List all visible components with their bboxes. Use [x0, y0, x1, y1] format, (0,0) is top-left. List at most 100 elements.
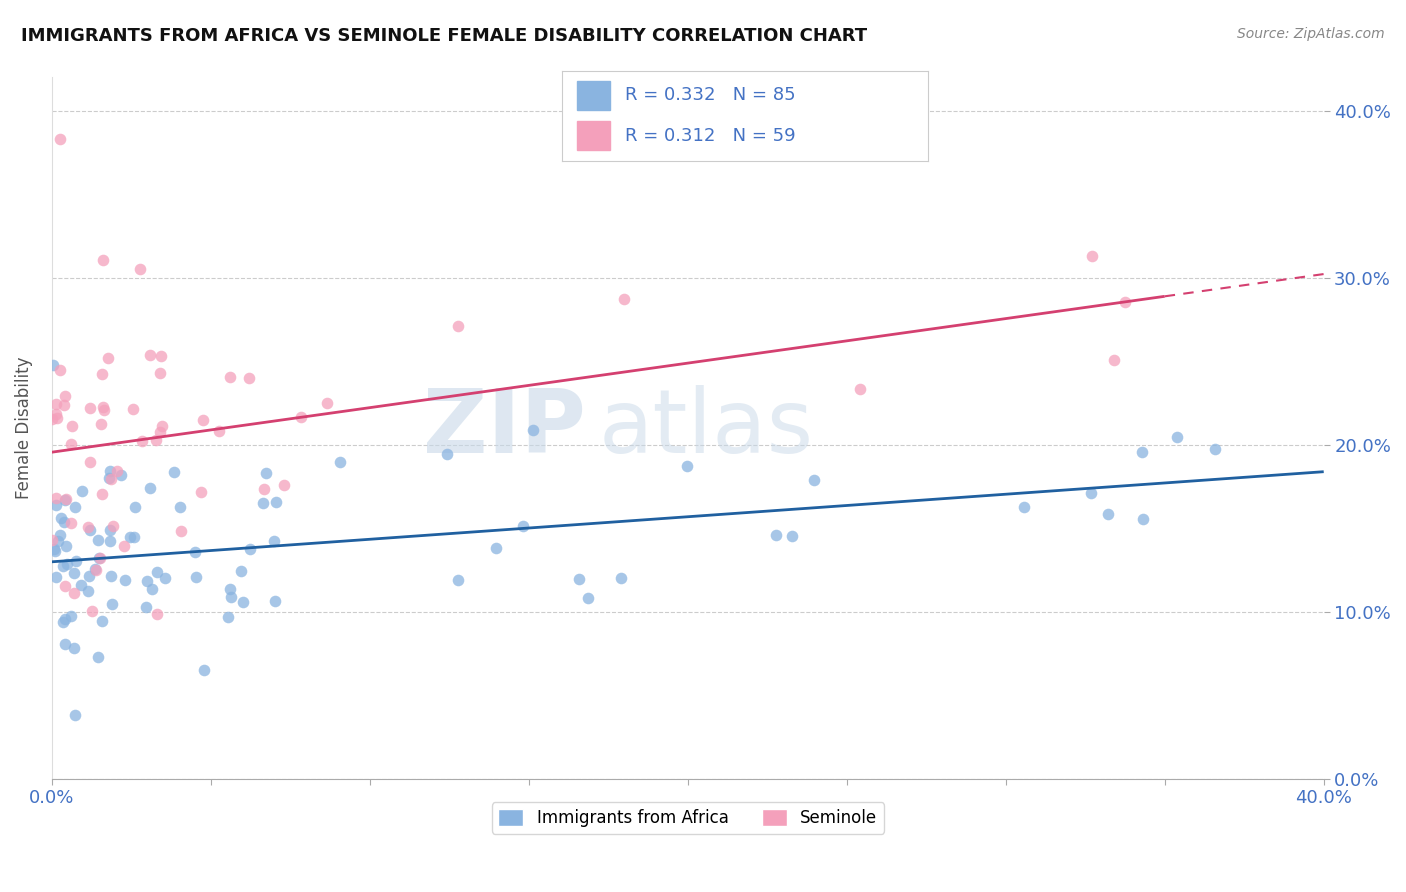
Point: [186, 570, 208, 584]
Point: [613, 292, 636, 306]
Point: [62, 640, 84, 655]
Point: [221, 590, 243, 604]
Point: [90, 487, 112, 501]
Point: [128, 261, 150, 276]
Point: [485, 541, 508, 555]
Point: [150, 419, 173, 434]
Point: [56, 558, 79, 572]
Point: [149, 366, 172, 380]
Point: [193, 663, 215, 677]
Point: [53, 579, 76, 593]
Point: [447, 574, 470, 588]
Point: [1080, 249, 1102, 263]
Point: [239, 542, 262, 557]
Point: [45, 569, 67, 583]
Text: ZIP: ZIP: [423, 384, 586, 472]
Point: [124, 500, 146, 515]
Point: [568, 572, 591, 586]
Point: [53, 389, 76, 403]
Point: [1114, 295, 1136, 310]
Point: [45, 410, 67, 425]
Point: [87, 550, 110, 565]
Point: [610, 571, 633, 585]
Point: [780, 529, 803, 543]
Point: [60, 437, 83, 451]
Bar: [576, 121, 610, 150]
Point: [135, 574, 157, 588]
Point: [93, 403, 115, 417]
Point: [146, 565, 169, 579]
Point: [1130, 445, 1153, 459]
Point: [765, 528, 787, 542]
Point: [91, 614, 114, 628]
Point: [91, 367, 114, 381]
Point: [51, 558, 73, 573]
Point: [103, 518, 125, 533]
Y-axis label: Female Disability: Female Disability: [15, 357, 32, 500]
Point: [49, 131, 72, 145]
Point: [1102, 353, 1125, 368]
Point: [149, 425, 172, 439]
Point: [45, 491, 67, 505]
Point: [252, 496, 274, 510]
Point: [1204, 442, 1226, 457]
Point: [44, 544, 66, 558]
Point: [79, 401, 101, 415]
Point: [98, 533, 121, 548]
Point: [62, 586, 84, 600]
Point: [184, 545, 207, 559]
Point: [522, 424, 544, 438]
Point: [170, 524, 193, 539]
Point: [146, 607, 169, 621]
Point: [232, 595, 254, 609]
Point: [118, 530, 141, 544]
Point: [69, 578, 91, 592]
Point: [263, 594, 285, 608]
Text: R = 0.332   N = 85: R = 0.332 N = 85: [624, 87, 796, 104]
Point: [208, 425, 231, 439]
Point: [42, 542, 65, 557]
Text: R = 0.312   N = 59: R = 0.312 N = 59: [624, 127, 796, 145]
Point: [169, 500, 191, 514]
Point: [59, 608, 82, 623]
Point: [253, 482, 276, 496]
Point: [45, 498, 67, 512]
Point: [155, 571, 177, 585]
Point: [41, 533, 63, 547]
Point: [190, 485, 212, 500]
Point: [229, 564, 252, 578]
Text: Source: ZipAtlas.com: Source: ZipAtlas.com: [1237, 27, 1385, 41]
Point: [263, 534, 285, 549]
Point: [105, 464, 128, 478]
Point: [141, 582, 163, 596]
Point: [87, 649, 110, 664]
Point: [110, 468, 132, 483]
Point: [100, 569, 122, 583]
Point: [576, 591, 599, 606]
Point: [65, 554, 87, 568]
Point: [91, 400, 114, 414]
Point: [316, 395, 339, 409]
Point: [89, 551, 111, 566]
Point: [273, 477, 295, 491]
Point: [53, 637, 76, 651]
Point: [45, 396, 67, 410]
Point: [238, 370, 260, 384]
Point: [1132, 512, 1154, 526]
Point: [79, 523, 101, 537]
Point: [1080, 486, 1102, 500]
Point: [1166, 430, 1188, 444]
Point: [138, 481, 160, 495]
Point: [193, 412, 215, 426]
Point: [112, 539, 135, 553]
Point: [98, 464, 121, 478]
Point: [1097, 507, 1119, 521]
Point: [41, 411, 63, 425]
Point: [84, 563, 107, 577]
Point: [1012, 500, 1035, 515]
Point: [290, 409, 312, 424]
Point: [49, 528, 72, 542]
Point: [219, 369, 242, 384]
Point: [63, 500, 86, 515]
Point: [60, 419, 83, 434]
